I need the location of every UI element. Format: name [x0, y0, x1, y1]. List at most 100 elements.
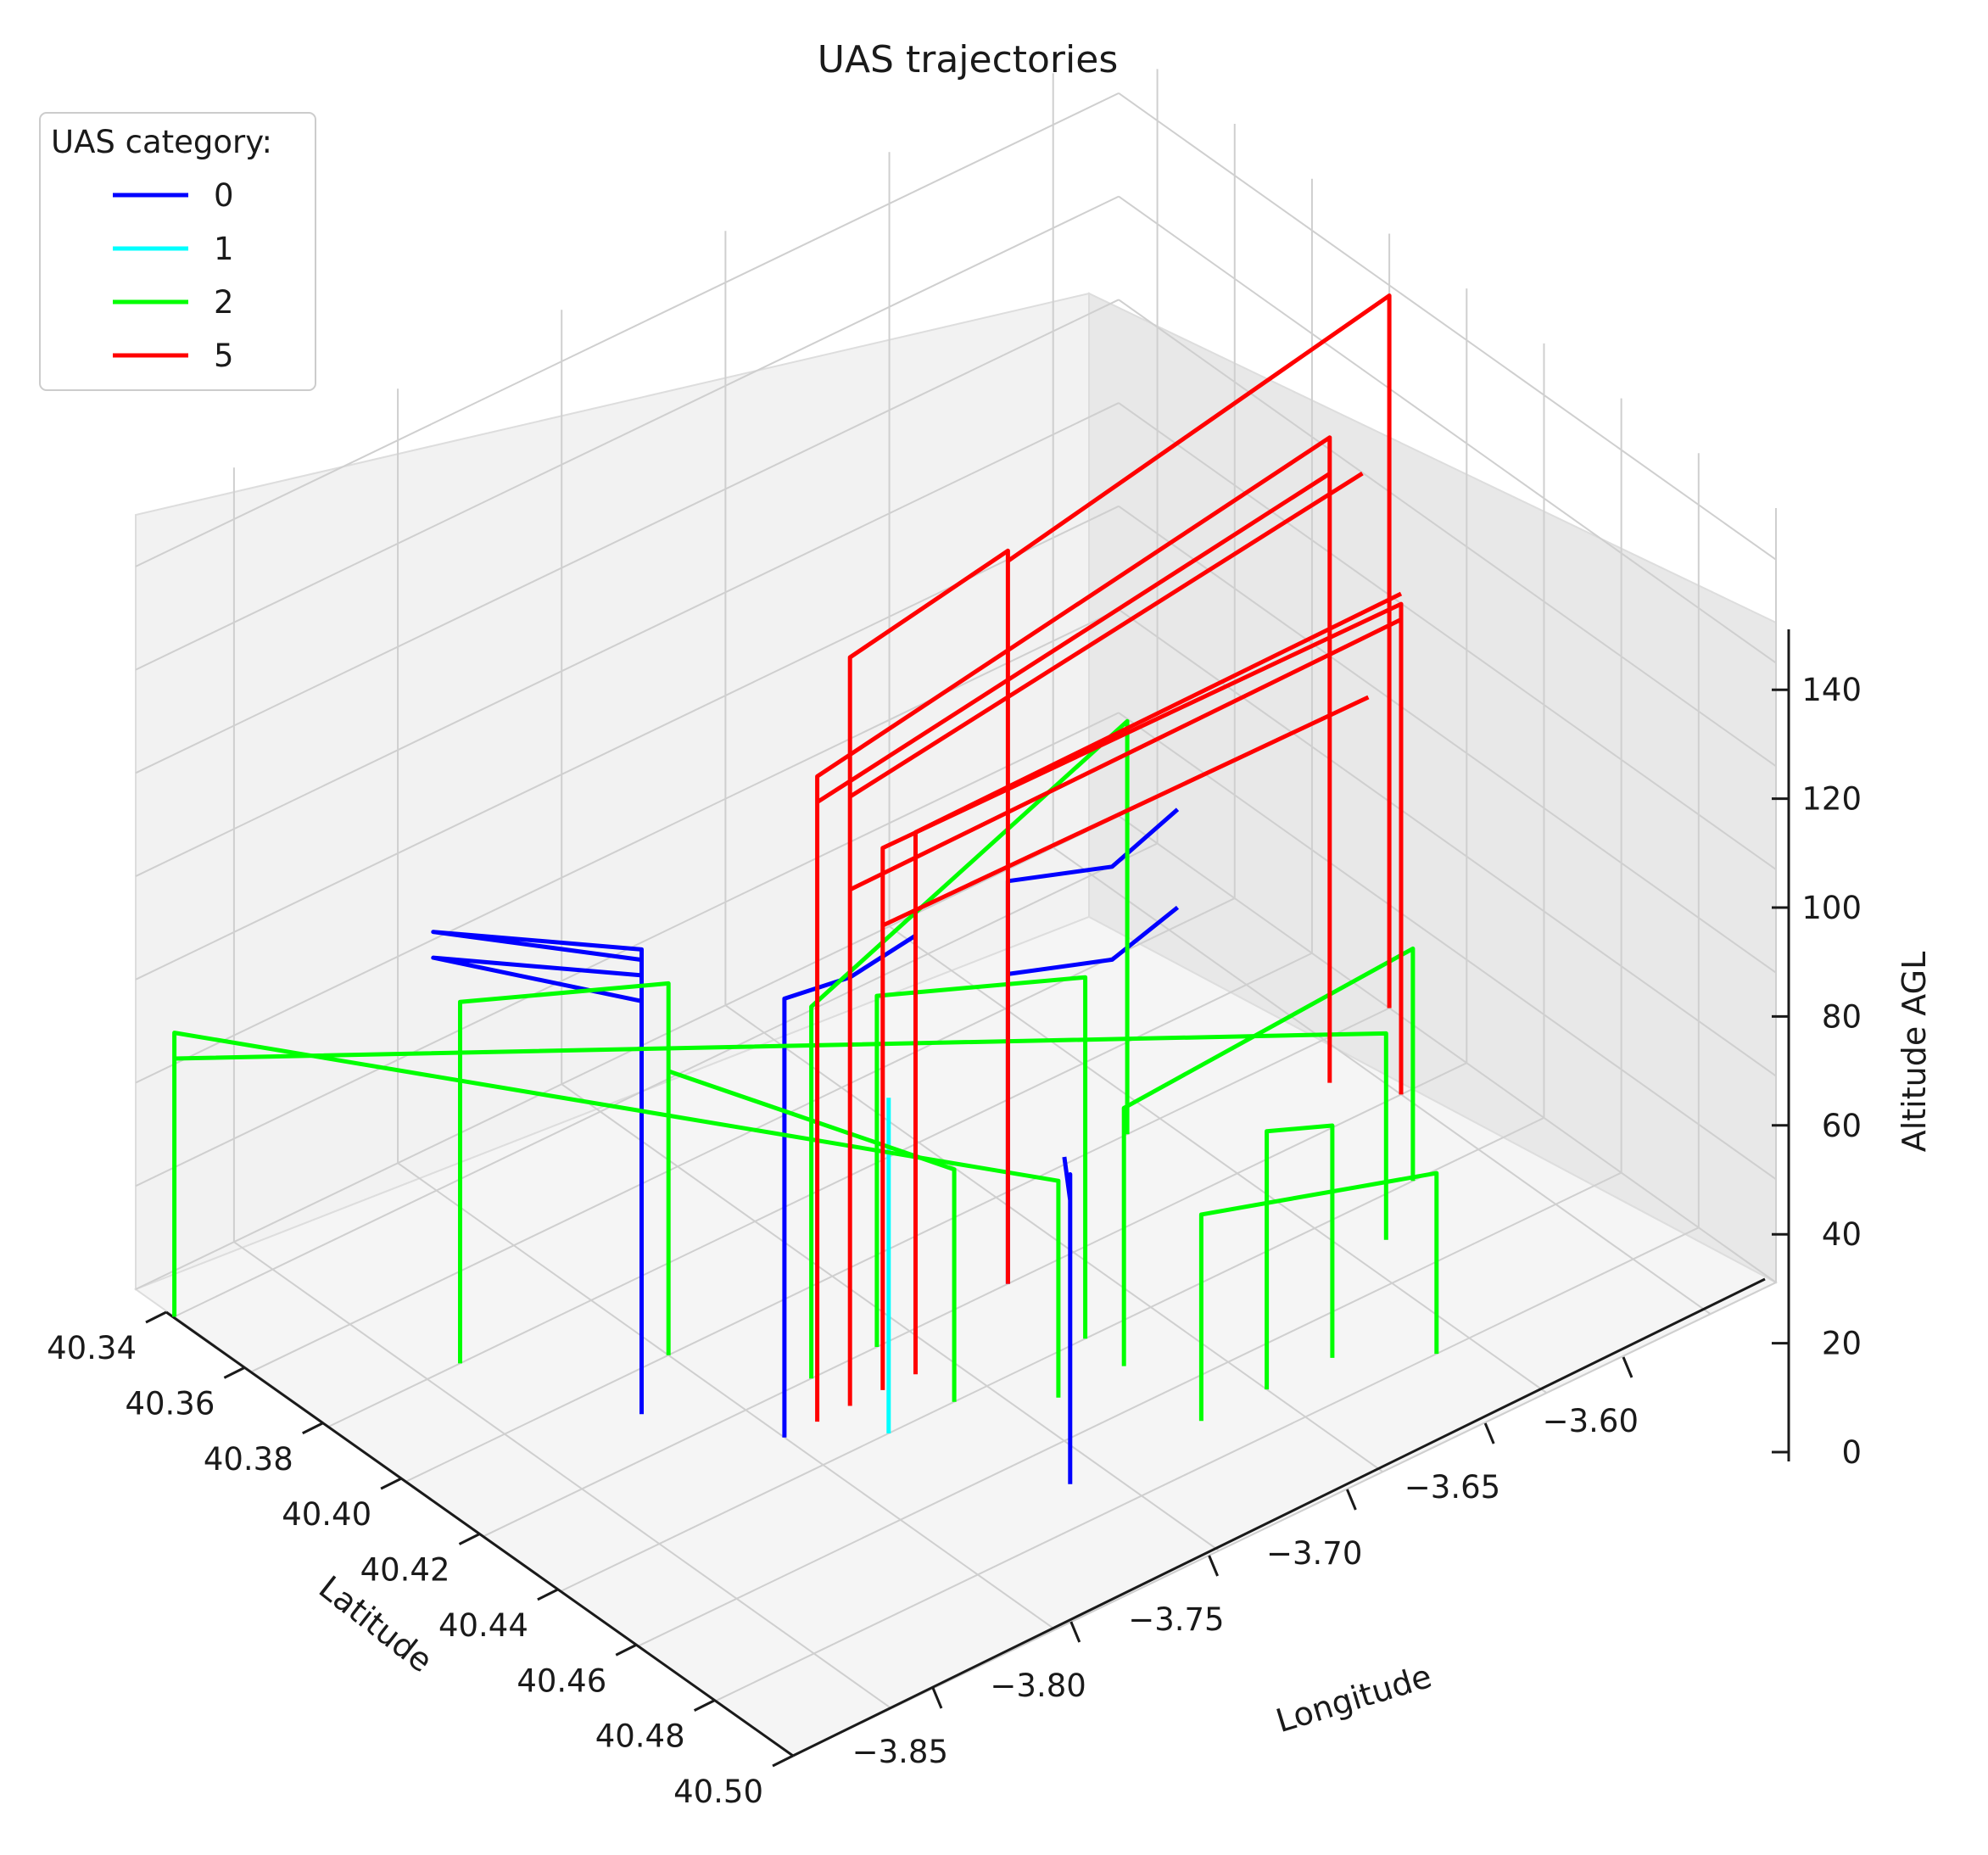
z-axis-label: Altitude AGL	[1896, 952, 1933, 1153]
y-tick-label: −3.65	[1404, 1469, 1500, 1506]
y-tick-mark	[1346, 1489, 1357, 1511]
grid-line-x	[328, 952, 1313, 1428]
grid-line-x	[715, 1226, 1700, 1702]
trajectory-series-2	[1121, 946, 1416, 1366]
legend-entry-label: 2	[214, 284, 234, 321]
legend-entry-label: 1	[214, 231, 234, 267]
y-tick-mark	[1622, 1356, 1633, 1378]
grid-line-z	[1118, 195, 1777, 664]
y-tick-label: −3.70	[1266, 1535, 1362, 1572]
trajectory-series-5	[847, 548, 1010, 1406]
x-tick-label: 40.48	[595, 1718, 685, 1755]
x-tick-mark	[145, 1310, 167, 1324]
grid-line-z	[1118, 815, 1777, 1283]
trajectory-series-2	[667, 1069, 957, 1402]
y-tick-label: −3.60	[1543, 1403, 1639, 1439]
y-tick-label: −3.75	[1128, 1601, 1224, 1638]
y-tick-label: −3.80	[990, 1668, 1086, 1704]
trajectory-series-0	[1062, 1156, 1073, 1484]
grid-line-z	[1118, 92, 1777, 561]
x-tick-mark	[223, 1366, 246, 1379]
x-tick-label: 40.42	[360, 1552, 450, 1589]
z-tick-label: 100	[1801, 890, 1862, 926]
z-tick-label: 60	[1822, 1108, 1862, 1144]
trajectory-series-5	[816, 472, 1332, 804]
x-tick-label: 40.46	[517, 1662, 606, 1699]
z-tick-label: 140	[1801, 672, 1862, 708]
y-tick-label: −3.85	[852, 1734, 948, 1770]
grid-line-z	[135, 608, 1120, 1084]
y-tick-mark	[1069, 1621, 1081, 1643]
y-tick-mark	[1483, 1422, 1495, 1444]
z-tick-label: 40	[1822, 1216, 1862, 1253]
trajectory-series-5	[815, 435, 1332, 1422]
grid-line-y	[233, 1241, 892, 1710]
trajectory-series-2	[1198, 1171, 1439, 1422]
grid-line-z	[135, 299, 1120, 774]
x-tick-label: 40.38	[204, 1441, 293, 1478]
trajectory-series-2	[174, 1031, 1388, 1240]
legend-entries: 0 1 2 5	[113, 177, 234, 374]
z-tick-label: 80	[1822, 998, 1862, 1035]
z-tick-label: 0	[1841, 1434, 1862, 1471]
trajectory-series-5	[913, 591, 1403, 1375]
x-tick-mark	[537, 1588, 559, 1601]
x-tick-label: 40.40	[282, 1496, 371, 1533]
legend-title: UAS category:	[51, 124, 272, 160]
grid-line-z	[1118, 712, 1777, 1181]
x-tick-mark	[380, 1477, 402, 1490]
x-tick-mark	[615, 1643, 637, 1657]
chart-title: UAS trajectories	[818, 38, 1119, 81]
y-axis-line	[792, 1277, 1766, 1757]
grid-line-z	[135, 815, 1120, 1290]
trajectory-series-5	[881, 695, 1370, 928]
x-tick-label: 40.50	[673, 1774, 763, 1810]
x-tick-mark	[458, 1533, 481, 1545]
trajectory-series-2	[458, 981, 671, 1364]
grid-line-x	[405, 1007, 1390, 1483]
z-tick-label: 120	[1801, 781, 1862, 818]
grid-line-x	[483, 1062, 1467, 1538]
grid-line-z	[135, 195, 1120, 671]
x-tick-label: 40.34	[47, 1330, 137, 1366]
grid-line-x	[561, 1116, 1544, 1592]
grid-lines	[135, 69, 1777, 1757]
x-tick-mark	[693, 1699, 716, 1712]
trajectory-series-0	[431, 930, 644, 1415]
trajectory-series-5	[880, 601, 1404, 1390]
z-tick-label: 20	[1822, 1326, 1862, 1362]
grid-line-x	[174, 842, 1159, 1318]
x-tick-mark	[302, 1422, 324, 1435]
trajectory-series-2	[809, 718, 1130, 1379]
grid-line-x	[638, 1171, 1622, 1647]
legend-box	[39, 112, 316, 391]
grid-line-z	[1118, 299, 1777, 768]
trajectory-series-5	[849, 617, 1403, 892]
trajectory-series-0	[431, 955, 643, 1003]
grid-line-z	[1118, 505, 1777, 974]
trajectory-series-2	[874, 975, 1088, 1347]
grid-line-y	[397, 1162, 1056, 1631]
y-tick-mark	[1208, 1555, 1219, 1577]
grid-line-y	[1053, 846, 1712, 1316]
legend-entry-label: 5	[214, 338, 234, 374]
grid-line-y	[724, 1004, 1383, 1473]
legend: UAS category: 0 1 2 5	[39, 112, 316, 391]
trajectory-series-5	[1006, 293, 1392, 1009]
x-tick-label: 40.36	[125, 1385, 215, 1422]
tick-marks: 40.34 40.36 40.38 40.40 40.42 40.44 40.46 40.48…	[47, 672, 1862, 1810]
grid-line-z	[1118, 402, 1777, 870]
legend-entry-label: 0	[214, 177, 234, 214]
y-tick-mark	[931, 1687, 943, 1709]
trajectory-series-5	[848, 471, 1364, 799]
x-tick-mark	[772, 1754, 794, 1768]
x-tick-label: 40.44	[438, 1607, 528, 1644]
grid-line-x	[792, 1282, 1777, 1757]
grid-line-z	[135, 92, 1120, 567]
trajectory-series-0	[1008, 905, 1180, 976]
grid-line-z	[135, 402, 1120, 877]
trajectory-series-2	[1265, 1123, 1335, 1390]
trajectory-lines	[172, 293, 1439, 1484]
trajectory-series-2	[172, 1031, 1061, 1398]
